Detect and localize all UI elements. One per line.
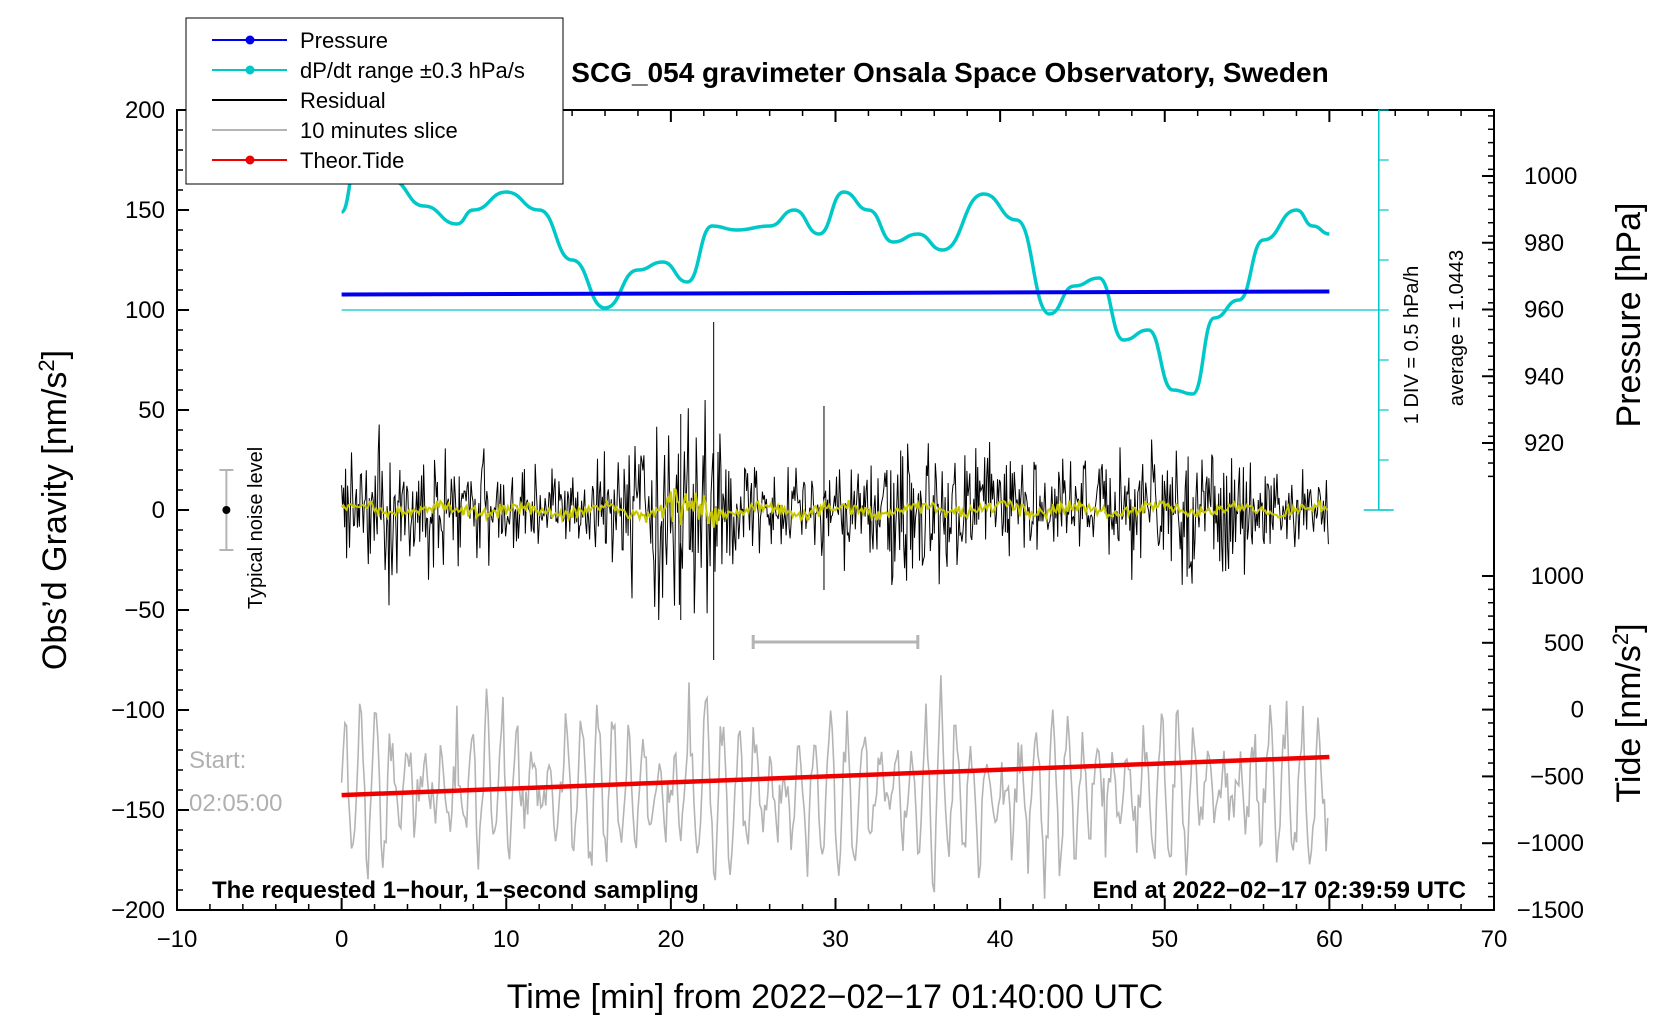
noise-level-label: Typical noise level	[245, 447, 267, 609]
x-tick-label: 50	[1151, 926, 1178, 953]
slice-start-label: Start:	[189, 747, 246, 774]
tide-tick-label: 0	[1571, 697, 1584, 724]
y-left-axis-title-close: ]	[36, 350, 74, 359]
pressure-scale-label-div: 1 DIV = 0.5 hPa/h	[1401, 266, 1423, 424]
chart-title: SCG_054 gravimeter Onsala Space Observat…	[571, 57, 1328, 88]
tide-tick-label: −1000	[1517, 830, 1584, 857]
x-axis-ticks: −10 0 10 20 30 40 50 60 70	[157, 110, 1508, 953]
pressure-tick-label: 980	[1524, 230, 1564, 257]
tide-axis-title-close: ]	[1610, 623, 1648, 632]
y-left-axis-title-sup: 2	[34, 359, 59, 371]
dpdt-line	[339, 152, 1330, 396]
tide-axis-title-text: Tide [nm/s	[1610, 645, 1648, 802]
y-left-tick-label: 50	[138, 397, 165, 424]
tide-axis-ticks: 1000 500 0 −500 −1000 −1500	[1482, 563, 1584, 924]
legend-label: Pressure	[300, 28, 388, 53]
x-tick-label: 60	[1316, 926, 1343, 953]
slice-series-layer	[340, 635, 1329, 899]
tide-axis-title: Tide [nm/s2]	[1608, 623, 1649, 802]
legend-label: Residual	[300, 88, 386, 113]
x-tick-label: 20	[658, 926, 685, 953]
x-tick-label: 40	[987, 926, 1014, 953]
slice-start-time: 02:05:00	[189, 790, 282, 817]
annotation-left: The requested 1−hour, 1−second sampling	[212, 877, 699, 904]
x-axis-title: Time [min] from 2022−02−17 01:40:00 UTC	[507, 978, 1163, 1016]
tide-tick-label: −1500	[1517, 897, 1584, 924]
pressure-axis-ticks: 1000 980 960 940 920	[1482, 115, 1577, 478]
pressure-axis-title: Pressure [hPa]	[1610, 203, 1648, 428]
y-left-axis-title-text: Obs’d Gravity [nm/s	[36, 372, 74, 671]
legend-label: dP/dt range ±0.3 hPa/s	[300, 58, 525, 83]
tide-axis-title-sup: 2	[1608, 633, 1633, 645]
legend: Pressure dP/dt range ±0.3 hPa/s Residual 10…	[185, 17, 564, 185]
x-tick-label: −10	[157, 926, 198, 953]
pressure-series-layer	[341, 289, 1330, 297]
y-left-tick-label: 200	[125, 97, 165, 124]
pressure-tick-label: 920	[1524, 430, 1564, 457]
legend-items: Pressure dP/dt range ±0.3 hPa/s Residual 10…	[212, 28, 525, 173]
legend-swatch-marker	[245, 155, 255, 165]
pressure-line	[341, 289, 1330, 297]
residual-smoothed-line	[340, 488, 1329, 528]
noise-level-marker	[219, 469, 234, 551]
y-left-tick-label: 150	[125, 197, 165, 224]
pressure-tick-label: 940	[1524, 363, 1564, 390]
pressure-scale-label-average: average = 1.0443	[1446, 250, 1468, 406]
pressure-scale-bar	[1363, 109, 1394, 511]
tide-series-layer	[341, 754, 1330, 798]
slice-line	[340, 675, 1329, 899]
y-left-tick-label: 0	[152, 497, 165, 524]
tide-line	[341, 754, 1330, 798]
legend-label: 10 minutes slice	[300, 118, 458, 143]
y-left-tick-label: −200	[111, 897, 165, 924]
y-left-tick-label: −50	[124, 597, 165, 624]
y-left-tick-label: 100	[125, 297, 165, 324]
x-tick-label: 30	[822, 926, 849, 953]
tide-tick-label: −500	[1530, 763, 1584, 790]
legend-label: Theor.Tide	[300, 148, 404, 173]
y-left-tick-label: −100	[111, 697, 165, 724]
legend-swatch-marker	[245, 65, 255, 75]
x-tick-label: 10	[493, 926, 520, 953]
pressure-tick-label: 1000	[1524, 163, 1577, 190]
y-left-axis-title: Obs’d Gravity [nm/s2]	[34, 350, 75, 670]
annotation-right: End at 2022−02−17 02:39:59 UTC	[1092, 877, 1466, 904]
y-left-axis-ticks: 200 150 100 50 0 −50 −100 −150 −200	[111, 97, 189, 924]
legend-swatch-marker	[245, 35, 255, 45]
tide-tick-label: 500	[1544, 630, 1584, 657]
y-left-tick-label: −150	[111, 797, 165, 824]
x-tick-label: 0	[335, 926, 348, 953]
x-tick-label: 70	[1481, 926, 1508, 953]
dpdt-series-layer	[339, 152, 1379, 396]
pressure-tick-label: 960	[1524, 297, 1564, 324]
residual-line	[341, 399, 1329, 621]
noise-center-dot	[222, 506, 231, 514]
residual-series-layer	[340, 322, 1329, 660]
tide-tick-label: 1000	[1531, 563, 1584, 590]
